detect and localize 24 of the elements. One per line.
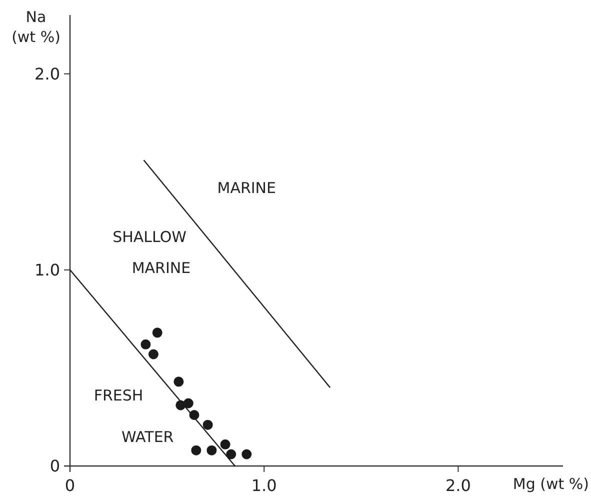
annotation: FRESH (94, 386, 144, 405)
x-tick-label: 2.0 (445, 476, 471, 495)
point (148, 349, 158, 360)
annotation: MARINE (217, 178, 276, 197)
annotation: SHALLOW (112, 228, 187, 246)
y-tick-label: 0 (50, 456, 60, 476)
point (183, 398, 194, 408)
y-tick-label: 1.0 (34, 260, 60, 280)
x-tick-label: 1.0 (251, 476, 277, 495)
y-axis-title: Na (wt %) (12, 8, 60, 46)
point (174, 376, 184, 387)
annotation: MARINE (132, 259, 191, 278)
annotation: WATER (122, 428, 174, 446)
point (202, 420, 213, 430)
point (152, 328, 162, 338)
point (206, 445, 217, 456)
point (220, 439, 230, 450)
x-tick-label: 0 (64, 476, 76, 495)
point (242, 449, 252, 460)
x-axis-title: Mg (wt %) (512, 475, 589, 493)
point (140, 339, 151, 350)
point (191, 445, 202, 456)
point (226, 449, 236, 460)
y-tick-label: 2.0 (34, 64, 60, 84)
